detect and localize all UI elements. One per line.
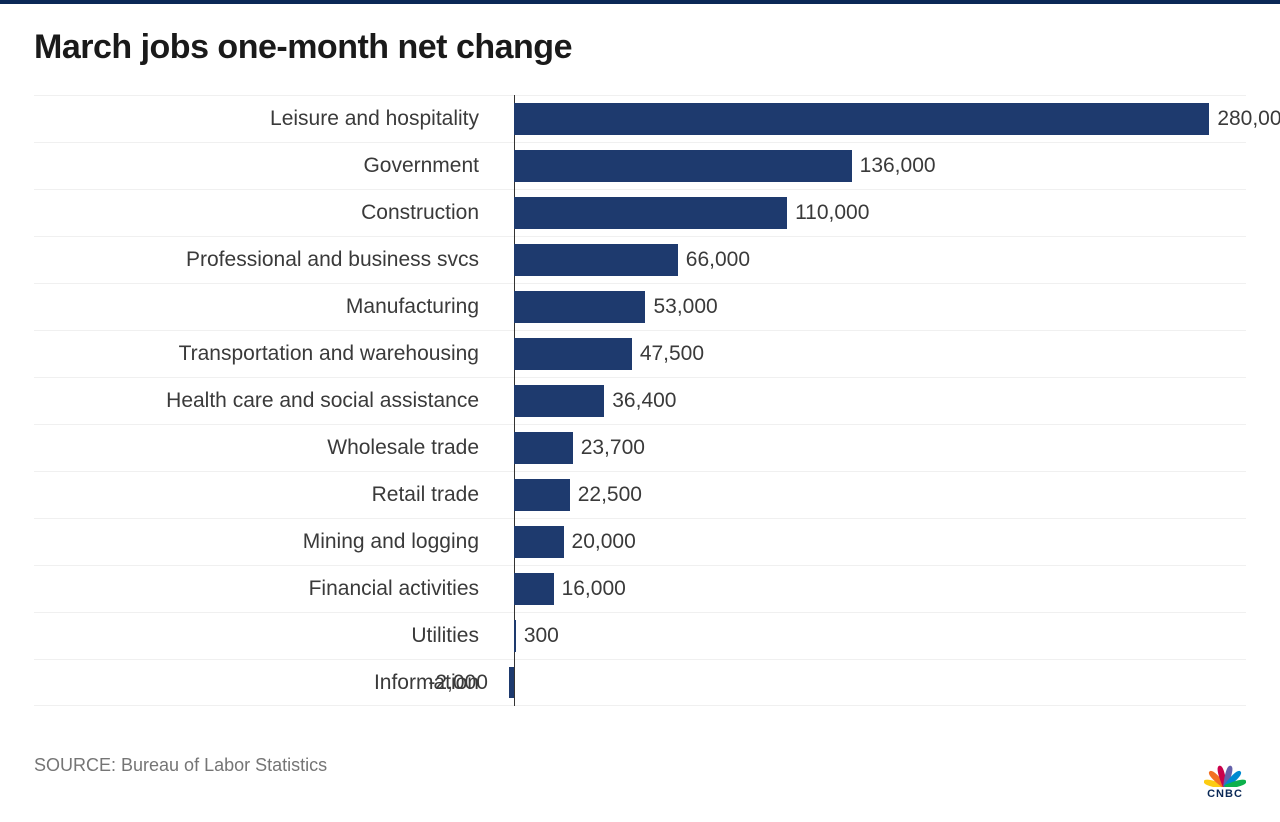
value-label: -2,000 bbox=[428, 671, 488, 695]
chart-row: Professional and business svcs 66,000 bbox=[34, 236, 1246, 283]
chart-row: Government 136,000 bbox=[34, 142, 1246, 189]
chart-area: Leisure and hospitality280,000Government… bbox=[34, 95, 1246, 735]
category-label: Information bbox=[34, 671, 489, 695]
category-label: Manufacturing bbox=[34, 295, 489, 319]
value-label: 16,000 bbox=[562, 577, 626, 601]
bar-cell: 110,000 bbox=[489, 190, 1246, 236]
chart-row: Manufacturing 53,000 bbox=[34, 283, 1246, 330]
bar bbox=[514, 103, 1209, 135]
bar bbox=[509, 667, 514, 699]
bar-cell: 280,000 bbox=[489, 96, 1246, 142]
bar-cell: -2,000 bbox=[489, 660, 1246, 705]
bar bbox=[514, 432, 573, 464]
bar bbox=[514, 573, 554, 605]
category-label: Utilities bbox=[34, 624, 489, 648]
bar-cell: 20,000 bbox=[489, 519, 1246, 565]
bar-cell: 136,000 bbox=[489, 143, 1246, 189]
category-label: Leisure and hospitality bbox=[34, 107, 489, 131]
value-label: 36,400 bbox=[612, 389, 676, 413]
category-label: Retail trade bbox=[34, 483, 489, 507]
bar-cell: 300 bbox=[489, 613, 1246, 659]
chart-row: Information-2,000 bbox=[34, 659, 1246, 706]
bar-cell: 53,000 bbox=[489, 284, 1246, 330]
value-label: 23,700 bbox=[581, 436, 645, 460]
value-label: 136,000 bbox=[860, 154, 936, 178]
category-label: Government bbox=[34, 154, 489, 178]
value-label: 110,000 bbox=[795, 201, 869, 225]
chart-row: Mining and logging 20,000 bbox=[34, 518, 1246, 565]
bar-cell: 47,500 bbox=[489, 331, 1246, 377]
category-label: Health care and social assistance bbox=[34, 389, 489, 413]
chart-title: March jobs one-month net change bbox=[34, 28, 1246, 67]
category-label: Financial activities bbox=[34, 577, 489, 601]
value-label: 66,000 bbox=[686, 248, 750, 272]
value-label: 300 bbox=[524, 624, 559, 648]
chart-row: Leisure and hospitality280,000 bbox=[34, 95, 1246, 142]
chart-row: Transportation and warehousing 47,500 bbox=[34, 330, 1246, 377]
bar-cell: 16,000 bbox=[489, 566, 1246, 612]
bar bbox=[514, 197, 787, 229]
bar-cell: 23,700 bbox=[489, 425, 1246, 471]
value-label: 53,000 bbox=[653, 295, 717, 319]
value-label: 280,000 bbox=[1217, 107, 1280, 131]
bar bbox=[514, 526, 564, 558]
chart-row: Financial activities 16,000 bbox=[34, 565, 1246, 612]
bar bbox=[514, 385, 604, 417]
top-border bbox=[0, 0, 1280, 4]
bar bbox=[514, 479, 570, 511]
chart-row: Health care and social assistance 36,400 bbox=[34, 377, 1246, 424]
value-label: 47,500 bbox=[640, 342, 704, 366]
bar bbox=[514, 338, 632, 370]
category-label: Professional and business svcs bbox=[34, 248, 489, 272]
bar bbox=[514, 150, 852, 182]
bar bbox=[514, 244, 678, 276]
bar-cell: 66,000 bbox=[489, 237, 1246, 283]
value-label: 22,500 bbox=[578, 483, 642, 507]
category-label: Mining and logging bbox=[34, 530, 489, 554]
chart-row: Construction 110,000 bbox=[34, 189, 1246, 236]
bar bbox=[514, 620, 516, 652]
category-label: Construction bbox=[34, 201, 489, 225]
chart-container: March jobs one-month net change Leisure … bbox=[0, 0, 1280, 794]
chart-row: Wholesale trade 23,700 bbox=[34, 424, 1246, 471]
category-label: Transportation and warehousing bbox=[34, 342, 489, 366]
bar-cell: 22,500 bbox=[489, 472, 1246, 518]
value-label: 20,000 bbox=[572, 530, 636, 554]
chart-row: Utilities 300 bbox=[34, 612, 1246, 659]
bar bbox=[514, 291, 646, 323]
cnbc-logo: CNBC bbox=[1204, 757, 1246, 800]
chart-row: Retail trade 22,500 bbox=[34, 471, 1246, 518]
source-attribution: SOURCE: Bureau of Labor Statistics bbox=[34, 755, 1246, 776]
peacock-icon bbox=[1204, 757, 1246, 787]
category-label: Wholesale trade bbox=[34, 436, 489, 460]
bar-cell: 36,400 bbox=[489, 378, 1246, 424]
cnbc-logo-text: CNBC bbox=[1204, 788, 1246, 800]
